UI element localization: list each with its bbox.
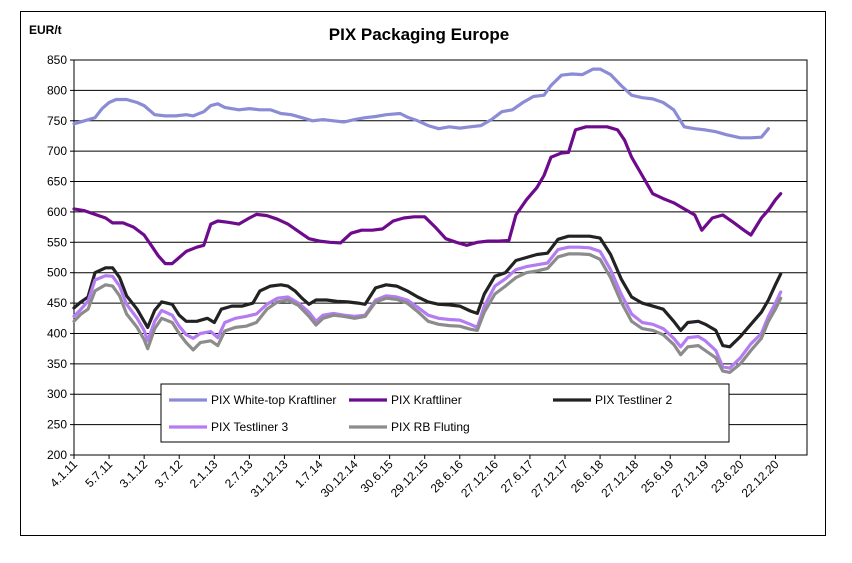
series-line-1	[72, 67, 770, 140]
legend-label: PIX Testliner 3	[211, 420, 288, 434]
chart-frame: PIX Packaging Europe EUR/t 200 250 300 350 4…	[20, 11, 826, 536]
series-line-4	[72, 245, 783, 370]
y-tick-label: 500	[47, 266, 67, 280]
chart-title: PIX Packaging Europe	[329, 25, 509, 44]
x-tick-label: 2.7.13	[222, 457, 256, 491]
y-tick-label: 850	[47, 53, 67, 67]
x-tick-label: 2.1.13	[187, 457, 221, 491]
y-tick-label: 400	[47, 326, 67, 340]
legend-label: PIX Kraftliner	[391, 393, 462, 407]
legend: PIX White-top Kraftliner PIX Kraftliner PI…	[160, 383, 730, 443]
y-axis-ticks: 200 250 300 350 400 450 500 550 600 650 700 750 800 8…	[47, 53, 74, 462]
y-tick-label: 800	[47, 83, 67, 97]
y-tick-label: 200	[47, 448, 67, 462]
series-line-2	[72, 125, 783, 266]
y-tick-label: 300	[47, 387, 67, 401]
x-tick-label: 3.7.12	[152, 457, 186, 491]
y-tick-label: 250	[47, 418, 67, 432]
x-tick-label: 31.12.13	[248, 457, 291, 500]
x-tick-label: 27.12.19	[668, 457, 711, 500]
plot-area	[73, 59, 808, 456]
legend-box	[160, 383, 730, 443]
legend-label: PIX White-top Kraftliner	[211, 393, 336, 407]
y-tick-label: 600	[47, 205, 67, 219]
y-tick-label: 650	[47, 175, 67, 189]
series-line-5	[72, 252, 783, 374]
legend-label: PIX Testliner 2	[595, 393, 672, 407]
x-tick-label: 3.1.12	[117, 457, 151, 491]
chart-svg: PIX Packaging Europe EUR/t 200 250 300 350 4…	[29, 23, 808, 500]
legend-label: PIX RB Fluting	[391, 420, 470, 434]
y-tick-label: 550	[47, 235, 67, 249]
x-tick-label: 27.12.16	[458, 457, 501, 500]
series-line-3	[72, 234, 783, 349]
x-tick-label: 27.12.17	[528, 457, 571, 500]
y-tick-label: 700	[47, 144, 67, 158]
x-tick-label: 5.7.11	[82, 457, 115, 490]
x-tick-label: 29.12.15	[388, 457, 431, 500]
x-tick-label: 30.12.14	[318, 457, 361, 500]
x-axis-ticks: 4.1.11 5.7.11 3.1.12 3.7.12 2.1.13 2.7.1331.1…	[47, 455, 782, 500]
x-tick-label: 27.12.18	[598, 457, 641, 500]
y-tick-label: 350	[47, 357, 67, 371]
plot-border	[73, 59, 808, 456]
y-tick-label: 750	[47, 114, 67, 128]
y-axis-unit-label: EUR/t	[29, 23, 62, 37]
y-tick-label: 450	[47, 296, 67, 310]
x-tick-label: 22.12.20	[739, 457, 782, 500]
x-tick-label: 1.7.14	[292, 457, 326, 491]
series-layer	[72, 67, 783, 374]
